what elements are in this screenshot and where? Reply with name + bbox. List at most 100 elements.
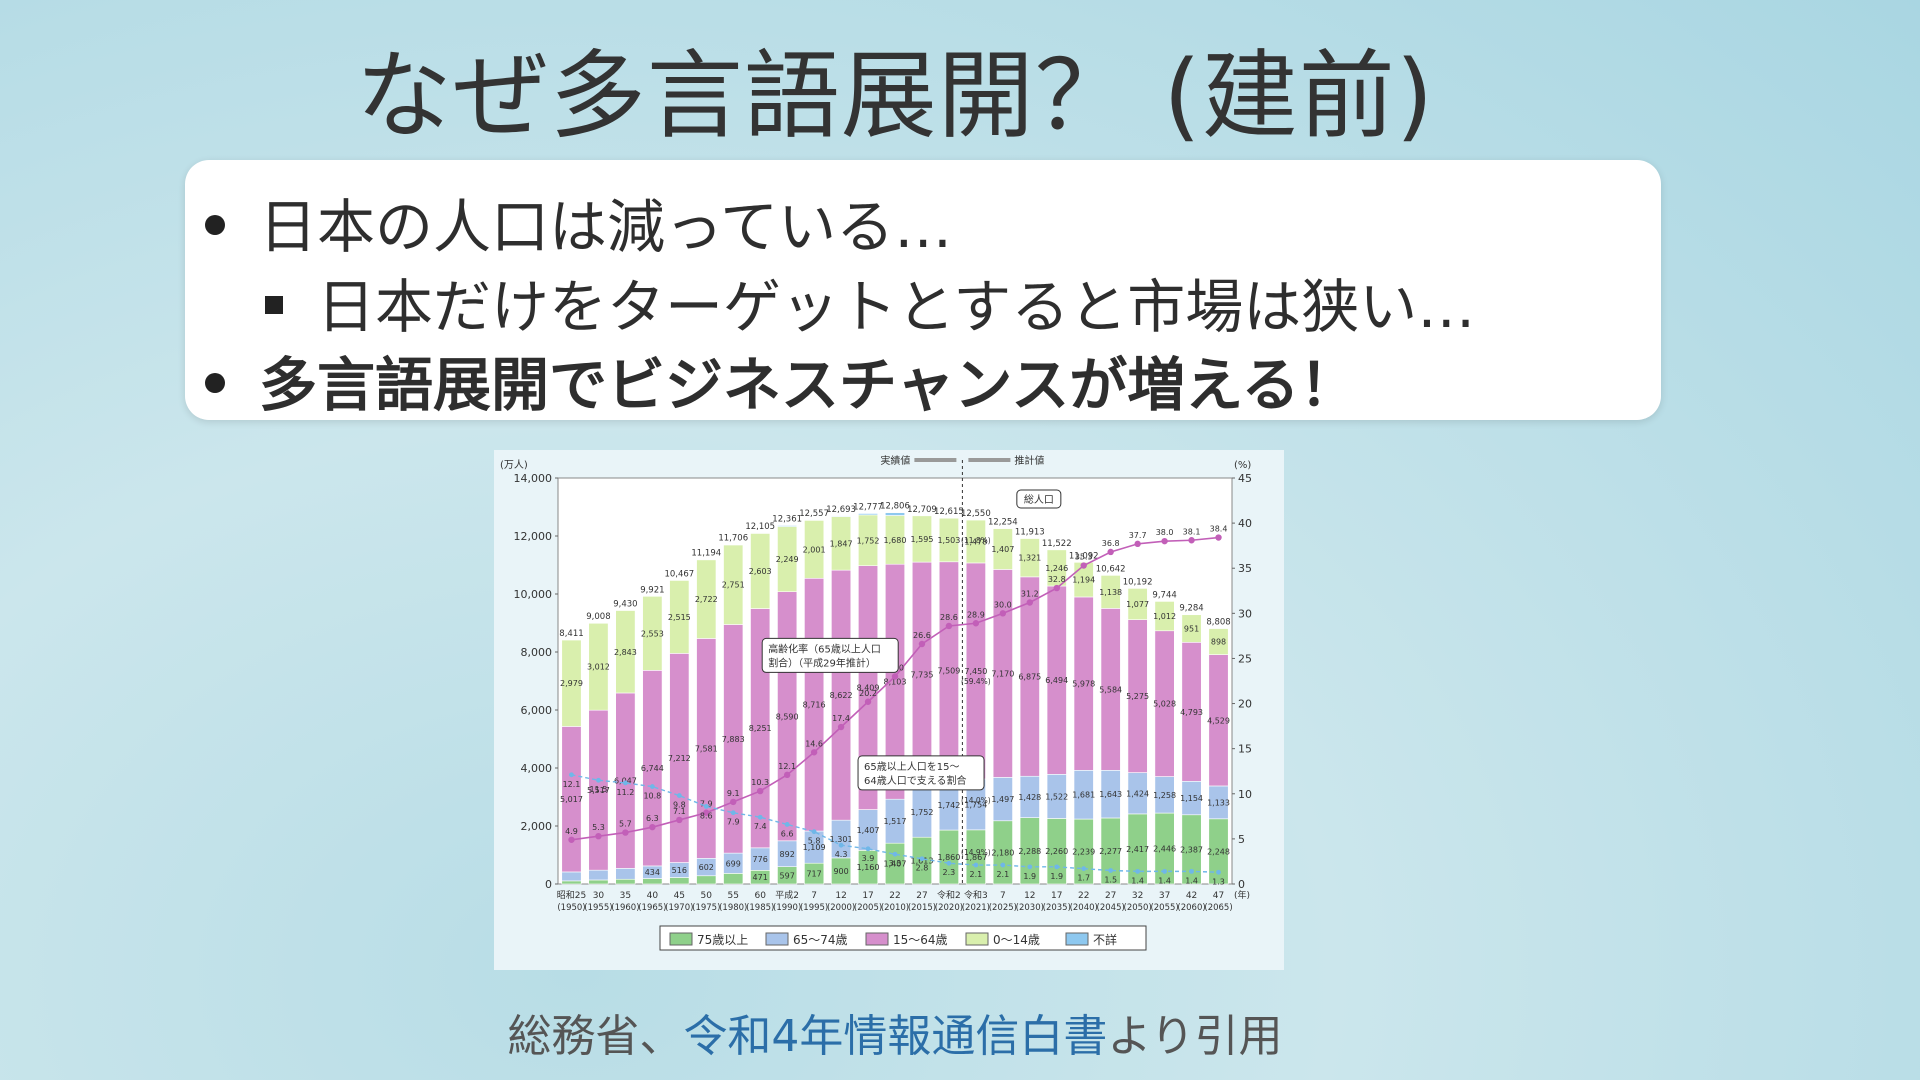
bar-total-label: 12,361 xyxy=(772,515,802,525)
bar-segment-label: 7,170 xyxy=(991,669,1014,678)
x-tick-label: 令和2 xyxy=(937,889,961,901)
bullet-panel: 日本の人口は減っている… 日本だけをターゲットとすると市場は狭い… 多言語展開で… xyxy=(185,160,1661,420)
x-tick-sublabel: (2025) xyxy=(989,903,1017,913)
aging-rate-label: 36.8 xyxy=(1102,539,1120,548)
bar-total-label: 9,008 xyxy=(586,612,610,622)
x-tick-sublabel: (1990) xyxy=(773,903,801,913)
y-tick-label: 0 xyxy=(545,878,552,891)
x-tick-sublabel: (2060) xyxy=(1177,903,1205,913)
bar-segment-label: 5,028 xyxy=(1153,700,1176,709)
bar-segment-label: 5,584 xyxy=(1099,685,1122,694)
x-tick-label: 37 xyxy=(1159,891,1170,901)
x-tick-sublabel: (1995) xyxy=(800,903,828,913)
support-ratio-point xyxy=(623,780,628,786)
bar-segment-label: 2,979 xyxy=(560,679,583,688)
x-tick-label: 50 xyxy=(701,891,713,901)
actual-label: 実績値 xyxy=(880,454,910,467)
support-ratio-label: 7.4 xyxy=(754,822,767,831)
x-tick-sublabel: (2021) xyxy=(962,903,990,913)
bar-segment-label: 471 xyxy=(753,873,768,882)
bar-segment-label: 516 xyxy=(672,866,687,875)
x-tick-sublabel: (2010) xyxy=(881,903,909,913)
aging-rate-label: 37.7 xyxy=(1129,531,1147,540)
bar-segment-label: 1,160 xyxy=(857,863,880,872)
support-ratio-label: 4.3 xyxy=(835,850,848,859)
x-tick-sublabel: (1970) xyxy=(665,903,693,913)
support-ratio-label: 1.5 xyxy=(1104,875,1117,884)
support-callout-text-2: 64歳人口で支える割合 xyxy=(864,774,966,787)
bar-total-label: 12,806 xyxy=(880,502,910,512)
bar-segment-label: 1,301 xyxy=(830,835,853,844)
x-tick-label: 7 xyxy=(811,891,817,901)
bar-segment-label: 1,847 xyxy=(830,539,853,548)
bar-segment-label: 1,407 xyxy=(857,826,880,835)
aging-rate-point xyxy=(1026,599,1033,606)
aging-rate-point xyxy=(703,809,710,816)
bar-segment xyxy=(831,515,852,517)
support-ratio-point xyxy=(1135,868,1141,874)
bar-segment-label: 2,603 xyxy=(749,567,772,576)
aging-rate-label: 17.4 xyxy=(832,714,850,723)
bar-total-label: 12,550 xyxy=(961,509,991,519)
bar-segment-label: 7,735 xyxy=(911,670,934,679)
bar-segment-label: 2,843 xyxy=(614,648,637,657)
x-tick-sublabel: (1960) xyxy=(611,903,639,913)
support-ratio-point xyxy=(569,772,574,778)
bar-total-label: 8,411 xyxy=(559,629,583,639)
bar-segment-label: 1,503 xyxy=(937,536,960,545)
legend-swatch xyxy=(865,932,889,946)
support-ratio-label: 9.8 xyxy=(673,801,686,810)
bar-segment-label: 2,446 xyxy=(1153,845,1176,854)
legend-label: 不詳 xyxy=(1093,932,1117,947)
bar-segment-label: 699 xyxy=(726,859,741,868)
y-tick-label: 14,000 xyxy=(514,472,553,485)
x-tick-label: 27 xyxy=(916,891,927,901)
aging-rate-point xyxy=(1134,540,1141,548)
bar-total-label: 12,693 xyxy=(826,505,856,515)
aging-rate-point xyxy=(783,771,791,779)
bar-segment-label: 2,249 xyxy=(776,555,799,564)
bar-segment-label: 2,553 xyxy=(641,629,664,638)
aging-rate-label: 38.1 xyxy=(1183,527,1201,536)
aging-rate-point xyxy=(1161,537,1168,545)
support-callout xyxy=(857,755,985,791)
aging-rate-point xyxy=(864,698,872,705)
bar-segment xyxy=(723,544,744,546)
y2-tick-label: 10 xyxy=(1238,788,1252,801)
bar-segment xyxy=(1127,588,1148,620)
bar-segment xyxy=(1208,628,1229,655)
x-tick-sublabel: (2015) xyxy=(908,903,936,913)
citation-link[interactable]: 令和4年情報通信白書 xyxy=(683,1011,1108,1062)
bar-segment-label: 6,744 xyxy=(641,764,664,773)
aging-rate-label: 14.6 xyxy=(805,739,823,748)
bar-segment-label: 2,722 xyxy=(695,595,718,604)
bar-segment-label: 2,288 xyxy=(1018,847,1041,856)
bar-segment-label: 1,478 xyxy=(964,538,987,547)
bar-total-label: 10,642 xyxy=(1096,564,1126,574)
bar-segment xyxy=(1019,538,1040,578)
y2-tick-label: 25 xyxy=(1238,652,1252,665)
legend-label: 15～64歳 xyxy=(893,933,948,947)
aging-callout-text-1: 高齢化率（65歳以上人口 xyxy=(768,642,881,655)
bar-segment-label: 1,860 xyxy=(937,853,960,862)
support-ratio-point xyxy=(703,804,709,809)
bar-total-label: 12,105 xyxy=(745,522,775,532)
bar-segment-label: 8,716 xyxy=(803,701,826,710)
aging-rate-point xyxy=(1107,548,1114,556)
bullet-text-3: 多言語展開でビジネスチャンスが増える！ xyxy=(259,351,1358,419)
aging-rate-label: 38.0 xyxy=(1156,528,1174,537)
aging-rate-point xyxy=(1188,537,1195,544)
support-ratio-label: 3.3 xyxy=(889,859,902,868)
bar-segment-label: 7,212 xyxy=(668,754,691,763)
legend-swatch xyxy=(669,932,693,946)
y-tick-label: 4,000 xyxy=(521,762,553,775)
bar-segment xyxy=(615,878,636,885)
support-ratio-point xyxy=(973,862,979,868)
support-ratio-point xyxy=(865,846,871,852)
bar-segment-label: 951 xyxy=(1184,625,1199,634)
aging-rate-point xyxy=(568,836,575,843)
aging-rate-label: 28.6 xyxy=(940,613,958,622)
x-tick-label: 令和3 xyxy=(964,889,988,901)
bullet-text-1: 日本の人口は減っている… xyxy=(259,193,953,261)
legend-swatch xyxy=(765,932,789,946)
